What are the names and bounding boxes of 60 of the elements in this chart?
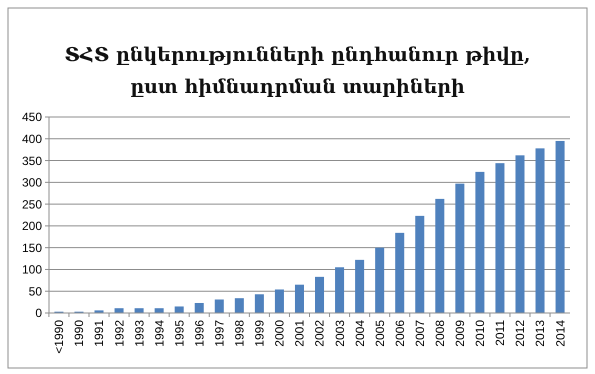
x-tick-label: 1996 xyxy=(192,320,206,347)
bar xyxy=(154,308,164,313)
bar xyxy=(254,294,264,313)
x-tick-label: 2013 xyxy=(533,320,548,347)
x-tick-label: 1990 xyxy=(72,320,86,347)
bar xyxy=(515,155,524,313)
x-tick-label: 2004 xyxy=(352,320,367,347)
x-tick-label: 2002 xyxy=(312,320,327,347)
x-tick-label: 1991 xyxy=(92,320,106,347)
bar xyxy=(495,163,504,313)
bar xyxy=(315,276,324,313)
bar xyxy=(214,300,224,313)
x-tick-label: 2014 xyxy=(553,320,568,347)
x-tick-label: 2008 xyxy=(433,320,447,347)
y-tick-label: 100 xyxy=(22,262,42,277)
bar xyxy=(114,308,124,313)
y-tick-label: 250 xyxy=(22,197,42,212)
x-tick-label: 2003 xyxy=(332,320,347,347)
bar xyxy=(435,198,444,313)
x-tick-label: 2012 xyxy=(513,320,528,347)
x-tick-label: 1999 xyxy=(252,320,267,347)
bar xyxy=(455,184,464,313)
x-tick-label: 1992 xyxy=(112,320,126,347)
x-tick-label: <1990 xyxy=(52,320,66,354)
y-tick-label: 200 xyxy=(22,219,42,234)
x-tick-label: 2000 xyxy=(272,320,287,347)
bar xyxy=(274,289,284,313)
y-tick-label: 300 xyxy=(22,176,42,190)
bar xyxy=(556,140,565,313)
x-tick-label: 2011 xyxy=(493,320,508,346)
x-tick-label: 2010 xyxy=(473,320,488,347)
x-tick-label: 1998 xyxy=(232,320,247,347)
x-tick-label: 2009 xyxy=(453,320,468,347)
x-tick-label: 1994 xyxy=(152,320,166,347)
bar xyxy=(375,248,384,313)
bar xyxy=(234,298,244,313)
y-tick-label: 0 xyxy=(35,306,42,320)
x-tick-label: 1997 xyxy=(212,320,226,347)
x-tick-label: 2005 xyxy=(372,320,387,347)
x-tick-label: 1995 xyxy=(172,320,186,347)
y-tick-label: 150 xyxy=(22,240,42,255)
x-tick-label: 2007 xyxy=(412,320,427,347)
bar xyxy=(536,148,545,313)
bar xyxy=(294,284,304,313)
bar xyxy=(415,216,424,313)
y-tick-label: 350 xyxy=(22,154,42,168)
bar xyxy=(174,306,184,313)
bar xyxy=(395,232,404,313)
bar xyxy=(475,172,484,313)
x-tick-label: 1993 xyxy=(132,320,146,347)
y-tick-label: 400 xyxy=(22,132,42,146)
bar xyxy=(355,260,364,313)
y-tick-label: 450 xyxy=(22,110,42,124)
y-tick-label: 50 xyxy=(28,284,42,298)
x-tick-label: 2001 xyxy=(292,320,307,347)
x-tick-label: 2006 xyxy=(392,320,407,347)
bar xyxy=(335,267,344,313)
bar xyxy=(194,302,204,313)
bar xyxy=(134,308,144,313)
chart-title: ՏՀՏ ընկերությունների ընդհանուր թիվը, ըստ հիմնադրման տարիների xyxy=(64,44,530,98)
